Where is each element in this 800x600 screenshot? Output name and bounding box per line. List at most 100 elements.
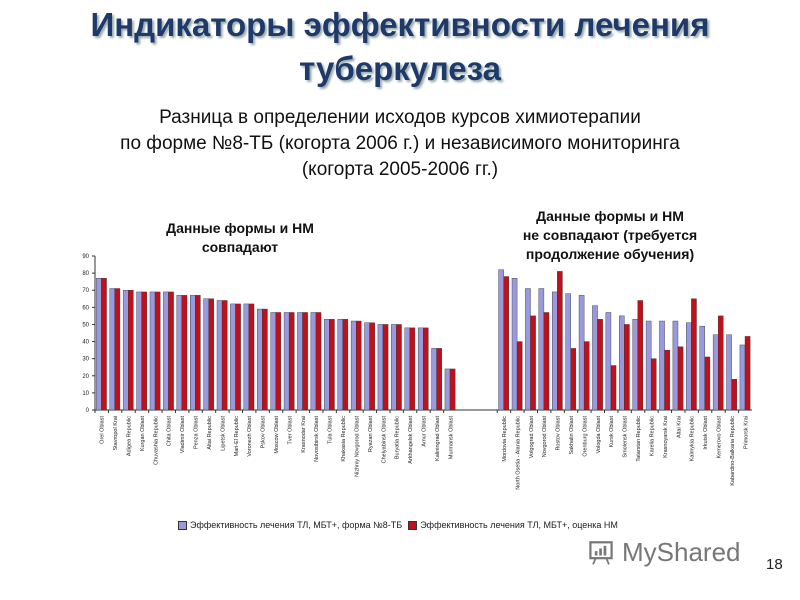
chart-legend: Эффективность лечения ТЛ, МБТ+, форма №8… <box>178 520 618 531</box>
x-tick-label: Irkutsk Oblast <box>703 416 709 450</box>
x-tick-label: Lipetsk Oblast <box>220 416 226 451</box>
annotation-left-line1: Данные формы и НМ <box>166 220 314 236</box>
bar-monitoring <box>262 308 268 411</box>
bar-monitoring <box>423 327 429 411</box>
bar-monitoring <box>624 324 630 411</box>
bar-monitoring <box>516 341 523 411</box>
bar-monitoring <box>650 358 657 411</box>
y-tick-label: 90 <box>82 254 89 260</box>
bar-form <box>163 291 169 411</box>
bar-monitoring <box>637 300 644 411</box>
bar-form <box>511 278 518 411</box>
bar-form <box>592 305 598 411</box>
bar-form <box>109 288 116 411</box>
subtitle-line3: (когорта 2005-2006 гг.) <box>301 159 499 180</box>
x-tick-label: Buryatia Republic <box>395 416 401 459</box>
annotation-right-line3: продолжение обучения) <box>525 246 695 262</box>
bar-monitoring <box>101 278 107 411</box>
bar-monitoring <box>597 319 603 411</box>
bar-monitoring <box>369 322 375 411</box>
bar-monitoring <box>382 324 389 411</box>
bar-form <box>444 368 451 411</box>
bar-form <box>391 324 397 411</box>
bar-form <box>619 315 625 411</box>
x-tick-label: Orenburg Oblast <box>582 416 588 457</box>
bar-monitoring <box>718 315 724 411</box>
x-tick-label: Kaliningrad Oblast <box>435 416 441 461</box>
annotation-mismatching: Данные формы и НМ не совпадают (требуетс… <box>480 207 740 264</box>
slide-title-line2: туберкулеза <box>299 50 501 87</box>
bar-monitoring <box>503 276 509 411</box>
bar-form <box>565 293 571 411</box>
bar-monitoring <box>128 290 134 411</box>
legend-item-monitoring: Эффективность лечения ТЛ, МБТ+, оценка Н… <box>408 520 618 531</box>
x-tick-label: Kursk Oblast <box>609 416 615 448</box>
bar-form <box>122 290 129 411</box>
bar-form <box>632 319 638 411</box>
bar-form <box>337 319 343 411</box>
bar-monitoring <box>315 312 322 411</box>
bar-monitoring <box>235 303 241 411</box>
bar-form <box>257 308 263 411</box>
bar-monitoring <box>396 324 402 411</box>
bar-form <box>699 325 706 411</box>
bar-monitoring <box>543 312 550 411</box>
bar-monitoring <box>583 341 590 411</box>
bar-monitoring <box>744 336 751 411</box>
legend-swatch-monitoring <box>408 521 418 531</box>
bar-form <box>404 327 411 411</box>
x-tick-label: Krasnoyarsk Krai <box>663 416 669 458</box>
x-tick-label: Stavropol Krai <box>113 416 119 451</box>
y-tick-label: 50 <box>82 322 89 328</box>
bar-form <box>659 320 665 411</box>
bar-monitoring <box>409 327 416 411</box>
x-tick-label: Krasnodar Krai <box>301 416 307 453</box>
x-tick-label: Moscow Oblast <box>274 416 280 454</box>
bar-monitoring <box>221 300 228 411</box>
bar-form <box>324 319 330 411</box>
bar-monitoring <box>355 320 362 411</box>
bar-monitoring <box>248 303 255 411</box>
bar-monitoring <box>664 349 670 411</box>
bar-form <box>310 312 317 411</box>
x-tick-label: Sakhalin Oblast <box>569 416 575 455</box>
bar-monitoring <box>704 356 711 411</box>
x-tick-label: Altai Krai <box>676 416 682 438</box>
annotation-matching: Данные формы и НМ совпадают <box>140 219 340 257</box>
bar-form <box>498 269 504 411</box>
bar-monitoring <box>275 312 282 411</box>
x-tick-label: Vladimir Oblast <box>180 416 186 454</box>
y-tick-label: 60 <box>82 305 89 311</box>
bar-form <box>538 288 545 411</box>
bar-monitoring <box>436 348 442 411</box>
annotation-right-line2: не совпадают (требуется <box>522 227 698 243</box>
bar-form <box>364 322 370 411</box>
bar-form <box>96 278 102 411</box>
bar-monitoring <box>557 271 563 411</box>
bar-monitoring <box>731 379 737 411</box>
y-tick-label: 20 <box>82 374 89 380</box>
bar-form <box>216 300 223 411</box>
x-tick-label: Voronezh Oblast <box>247 416 253 457</box>
bar-monitoring <box>195 295 201 411</box>
x-tick-label: Novosibirsk Oblast <box>314 416 320 462</box>
bar-form <box>149 291 156 411</box>
bar-form <box>136 291 142 411</box>
x-tick-label: Chuvashia Republic <box>153 416 159 465</box>
bar-form <box>726 334 732 411</box>
x-tick-label: Kurgan Oblast <box>140 416 146 452</box>
x-tick-label: Khakasia Republic <box>341 416 347 462</box>
bar-form <box>431 348 437 411</box>
page-number: 18 <box>766 556 783 573</box>
bar-form <box>525 288 531 411</box>
bar-form <box>712 334 719 411</box>
bar-monitoring <box>449 368 456 411</box>
x-tick-label: Chelyabinsk Oblast <box>381 416 387 464</box>
bar-monitoring <box>114 288 121 411</box>
bar-form <box>176 295 183 411</box>
bar-form <box>686 322 692 411</box>
bar-monitoring <box>208 298 214 411</box>
x-tick-label: Tver Oblast <box>287 416 293 445</box>
x-tick-label: North Osetia - Alania Republic <box>515 416 521 490</box>
